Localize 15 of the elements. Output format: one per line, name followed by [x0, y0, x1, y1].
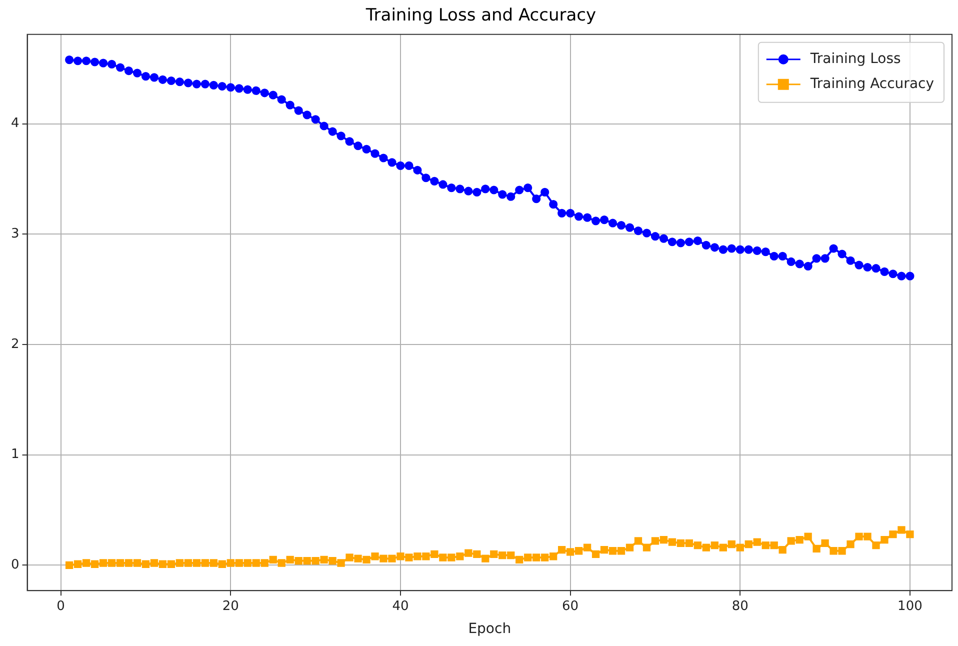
y-tick-label: 4	[10, 116, 20, 132]
x-tick-label: 80	[732, 598, 748, 614]
y-tick-label: 0	[10, 558, 20, 573]
x-axis-title: Epoch	[468, 621, 512, 638]
x-tick-label: 60	[562, 598, 579, 614]
y-tick-label: 2	[10, 336, 20, 352]
legend-label: Training Accuracy	[809, 76, 934, 92]
x-tick-label: 0	[56, 598, 65, 614]
x-tick-label: 100	[898, 598, 922, 614]
chart-title: Training Loss and Accuracy	[364, 6, 596, 26]
x-tick-label: 20	[222, 598, 239, 614]
y-tick-label: 1	[10, 447, 20, 462]
y-tick-label: 3	[10, 226, 20, 242]
legend-label: Training Loss	[809, 51, 901, 68]
x-tick-label: 40	[392, 598, 409, 614]
